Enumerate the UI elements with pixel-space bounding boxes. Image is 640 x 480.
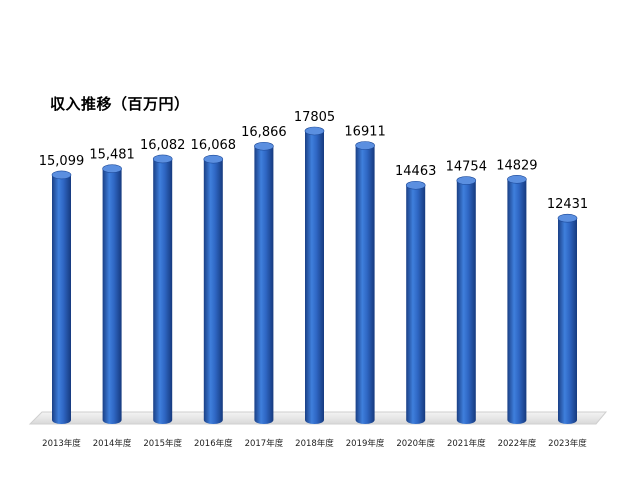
x-tick-label: 2017年度	[245, 438, 284, 449]
bar-body	[406, 185, 426, 424]
bar-top-cap	[152, 154, 173, 164]
data-label: 15,099	[39, 154, 85, 169]
bar-top-cap	[51, 170, 72, 180]
bar-top-cap	[405, 180, 426, 190]
bar-body	[456, 180, 476, 424]
bar-top-cap	[304, 126, 325, 136]
x-tick-label: 2019年度	[346, 438, 385, 449]
bar-body	[355, 145, 375, 424]
bar-top-cap	[203, 154, 224, 164]
x-tick-label: 2023年度	[548, 438, 587, 449]
bar-body	[102, 168, 122, 424]
bar-body	[52, 174, 71, 424]
data-label: 14829	[496, 158, 537, 173]
data-label: 16,082	[140, 138, 186, 153]
bar-body	[305, 131, 324, 424]
data-label: 17805	[294, 110, 335, 125]
bar-body	[153, 158, 173, 425]
x-tick-label: 2018年度	[295, 438, 334, 449]
data-label: 16,866	[241, 125, 287, 140]
x-tick-label: 2016年度	[194, 438, 233, 449]
bar-body	[558, 218, 577, 424]
x-tick-label: 2021年度	[447, 438, 486, 449]
bar-body	[507, 179, 527, 425]
data-label: 16,068	[191, 138, 237, 153]
data-label: 15,481	[89, 148, 135, 163]
data-label: 12431	[547, 197, 588, 212]
bar-2023年度	[557, 213, 578, 424]
x-tick-label: 2022年度	[498, 438, 537, 449]
bar-2015年度	[152, 154, 173, 425]
data-label: 14754	[446, 160, 487, 175]
chart-title: 収入推移（百万円）	[50, 95, 190, 113]
x-tick-label: 2015年度	[143, 438, 182, 449]
data-label: 16911	[344, 125, 385, 140]
bar-2021年度	[456, 176, 477, 424]
bar-top-cap	[254, 141, 274, 151]
bar-2017年度	[254, 141, 274, 425]
bar-body	[254, 146, 274, 425]
bar-top-cap	[102, 164, 122, 174]
bar-top-cap	[557, 213, 578, 223]
bar-top-cap	[456, 176, 477, 185]
data-label: 14463	[395, 164, 436, 179]
bar-2020年度	[405, 180, 426, 424]
bar-2022年度	[507, 175, 527, 425]
bar-2018年度	[304, 126, 325, 424]
x-tick-label: 2014年度	[93, 438, 132, 449]
bar-2014年度	[102, 164, 122, 424]
bar-2019年度	[355, 141, 375, 424]
x-tick-label: 2020年度	[396, 438, 435, 449]
bar-body	[203, 159, 223, 424]
x-tick-labels-group: 2013年度 2014年度 2015年度 2016年度 2017年度 2018年度 2019…	[42, 438, 587, 449]
bars-group	[51, 126, 578, 425]
bar-2013年度	[51, 170, 72, 424]
data-labels-group: 15,099 15,481 16,082 16,068 16,866 17805 16911…	[39, 110, 588, 212]
x-tick-label: 2013年度	[42, 438, 81, 449]
bar-2016年度	[203, 154, 224, 424]
bar-top-cap	[507, 175, 527, 184]
bar-top-cap	[355, 141, 375, 150]
